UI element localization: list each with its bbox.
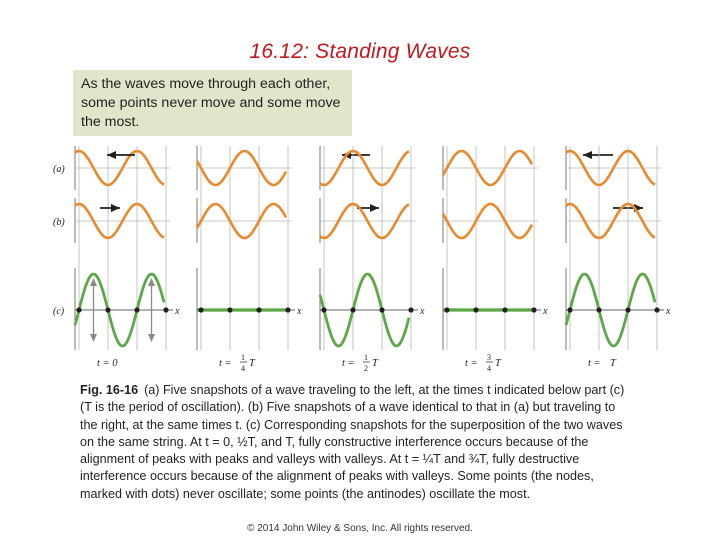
node-dot [408,307,414,313]
wave-b-curve [565,202,656,240]
wave-a-curve [319,149,410,187]
node-dot [321,307,327,313]
direction-arrow-head [583,151,592,159]
time-label: t = [342,358,355,369]
node-dot [473,307,479,313]
snapshot-panel-1: x t = 0 [73,146,180,369]
wave-b-curve [195,202,288,240]
snapshot-panel-2: xt = 14 T [195,146,379,373]
antinode-arrow-head [148,278,155,286]
row-label: (a) [53,164,65,175]
node-dot [350,307,356,313]
time-label: t = 0 [97,358,118,369]
wave-a-curve [441,149,534,187]
node-dot [198,307,204,313]
x-axis-label: x [296,306,302,317]
node-dot [256,307,262,313]
direction-arrow-head [111,204,120,212]
standing-wave-curve [318,272,411,348]
wave-a-curve [195,149,288,187]
figure-label: Fig. 16-16 [80,383,139,397]
time-period-symbol: T [610,358,617,369]
node-dot [567,307,573,313]
node-dot [444,307,450,313]
antinode-arrow-head [90,334,97,342]
node-dot [163,307,169,313]
direction-arrow-head [107,151,116,159]
node-dot [76,307,82,313]
wave-b-curve [74,202,165,240]
time-fraction-denominator: 2 [364,364,368,373]
node-dot [654,307,660,313]
node-dot [285,307,291,313]
row-label: (b) [53,217,65,228]
x-axis-label: x [665,306,671,317]
direction-arrow-head [370,204,379,212]
node-dot [531,307,537,313]
antinode-arrow-head [148,334,155,342]
time-fraction-denominator: 4 [487,364,491,373]
node-dot [625,307,631,313]
intro-box: As the waves move through each other, so… [73,70,352,136]
snapshot-panel-3: xt = 12 T [318,146,643,373]
antinode-arrow-head [90,278,97,286]
row-label: (c) [53,306,65,317]
time-fraction-numerator: 3 [487,353,491,362]
time-period-symbol: T [495,358,502,369]
snapshot-panel-5: x t = T [564,146,671,369]
standing-wave-curve [73,272,166,348]
time-period-symbol: T [372,358,379,369]
time-fraction-numerator: 1 [241,353,245,362]
snapshot-panel-4: x t = 3 4 T [441,146,548,373]
x-axis-label: x [542,306,548,317]
wave-b-curve [441,202,534,240]
wave-a-curve [565,149,656,187]
node-dot [105,307,111,313]
wave-b-curve [319,202,410,240]
node-dot [596,307,602,313]
node-dot [502,307,508,313]
intro-text: As the waves move through each other, so… [81,76,341,130]
time-label: t = [588,358,601,369]
time-fraction-numerator: 1 [364,353,368,362]
x-axis-label: x [419,306,425,317]
copyright-notice: © 2014 John Wiley & Sons, Inc. All right… [247,523,473,534]
node-dot [379,307,385,313]
wave-a-curve [74,149,165,187]
node-dot [227,307,233,313]
slide-title: 16.12: Standing Waves [249,40,471,63]
time-fraction-denominator: 4 [241,364,245,373]
caption-text: (a) Five snapshots of a wave traveling t… [80,383,625,501]
node-dot [134,307,140,313]
figure-caption: Fig. 16-16 (a) Five snapshots of a wave t… [80,382,625,503]
standing-wave-curve [564,272,657,348]
time-label: t = [219,358,232,369]
time-period-symbol: T [249,358,256,369]
time-label: t = [465,358,478,369]
x-axis-label: x [174,306,180,317]
